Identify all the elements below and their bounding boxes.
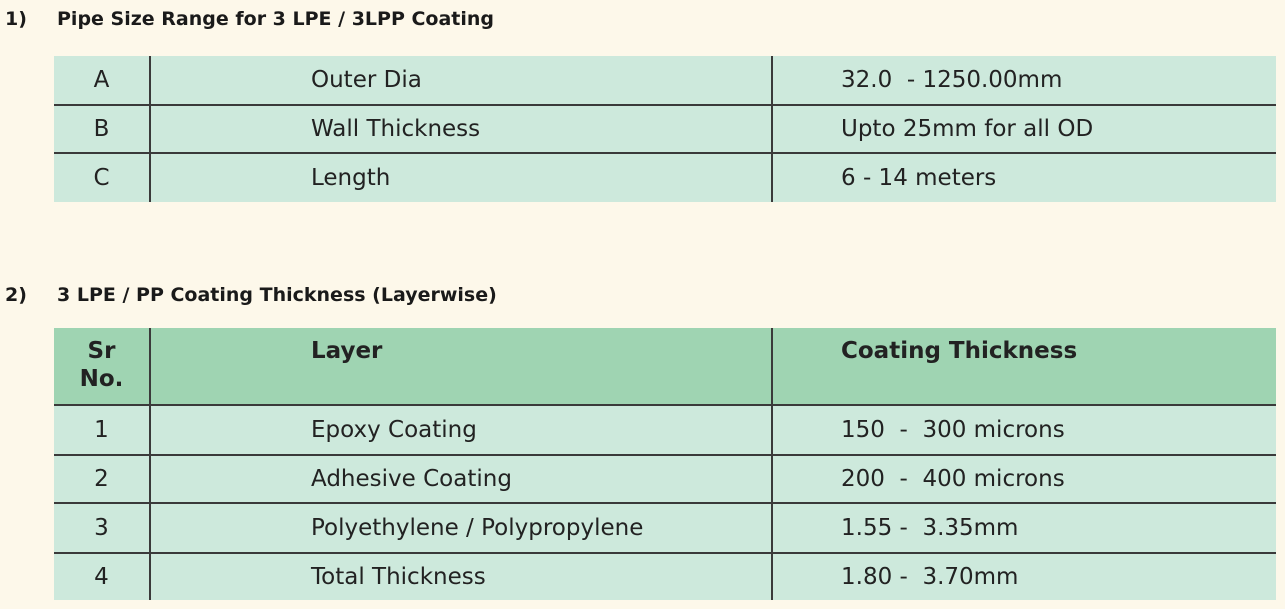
table-row: C Length 6 - 14 meters (54, 152, 1276, 202)
table-cell: Polyethylene / Polypropylene (149, 504, 771, 552)
table-cell: 6 - 14 meters (771, 154, 1276, 202)
table-cell: 3 (94, 515, 109, 541)
table-cell: Total Thickness (149, 554, 771, 600)
table-cell: B (93, 116, 110, 142)
table-row: B Wall Thickness Upto 25mm for all OD (54, 104, 1276, 152)
table: A Outer Dia 32.0 - 1250.00mm B Wall Thicknes… (54, 56, 1276, 202)
table-cell: 4 (94, 564, 109, 590)
table-cell: Adhesive Coating (149, 456, 771, 502)
table-cell: 32.0 - 1250.00mm (771, 56, 1276, 104)
table-cell: A (93, 67, 110, 93)
table-cell: Upto 25mm for all OD (771, 106, 1276, 152)
table-cell: 1.80 - 3.70mm (771, 554, 1276, 600)
table-cell: 1.55 - 3.35mm (771, 504, 1276, 552)
table-cell: C (93, 165, 110, 191)
table-cell: 1 (94, 417, 109, 443)
section-number: 2) (5, 284, 27, 306)
table-row: A Outer Dia 32.0 - 1250.00mm (54, 56, 1276, 104)
section-title: 3 LPE / PP Coating Thickness (Layerwise) (57, 284, 497, 306)
header-cell: Layer (149, 328, 771, 404)
table-cell: 2 (94, 466, 109, 492)
table-row: 2 Adhesive Coating 200 - 400 microns (54, 454, 1276, 502)
header-text: Sr No. (79, 338, 124, 392)
table-row: 3 Polyethylene / Polypropylene 1.55 - 3.35… (54, 502, 1276, 552)
header-row: Sr No. Layer Coating Thickness (54, 328, 1276, 404)
header-cell: Coating Thickness (771, 328, 1276, 404)
section-number: 1) (5, 8, 27, 30)
table-cell: Epoxy Coating (149, 406, 771, 454)
table-cell: Length (149, 154, 771, 202)
header-cell: Sr No. (54, 328, 149, 404)
table: Sr No. Layer Coating Thickness 1 Epoxy Coati… (54, 328, 1276, 600)
table-cell: Outer Dia (149, 56, 771, 104)
section-title: Pipe Size Range for 3 LPE / 3LPP Coating (57, 8, 495, 30)
table-cell: Wall Thickness (149, 106, 771, 152)
table-cell: 150 - 300 microns (771, 406, 1276, 454)
table-row: 1 Epoxy Coating 150 - 300 microns (54, 404, 1276, 454)
table-cell: 200 - 400 microns (771, 456, 1276, 502)
table-row: 4 Total Thickness 1.80 - 3.70mm (54, 552, 1276, 600)
